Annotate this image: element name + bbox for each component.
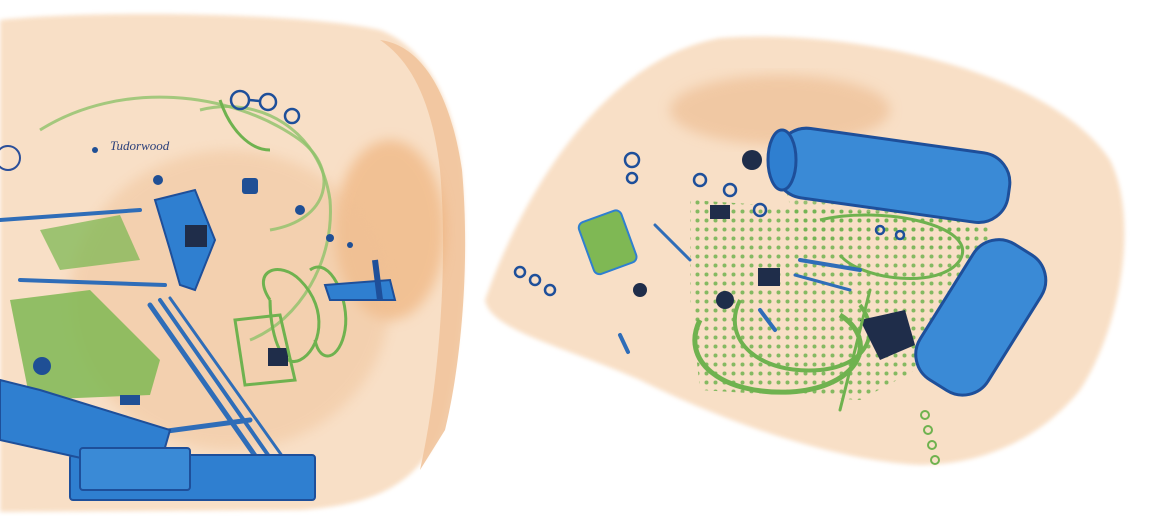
metal-strip: [372, 259, 383, 301]
left-bag: Tudorwood: [0, 14, 466, 513]
cable-loop: [262, 268, 321, 364]
chain-links: [513, 151, 906, 297]
brand-label: Tudorwood: [110, 138, 170, 153]
small-marks: [920, 410, 940, 465]
cup-outline: [233, 313, 297, 387]
dark-parts: [633, 150, 915, 360]
cable-loop: [199, 105, 332, 342]
organic-mass: [670, 75, 890, 145]
metal-part: [185, 225, 207, 247]
cable-loop: [39, 95, 326, 232]
cylinder-canister: [766, 126, 1012, 224]
cable-loop: [218, 99, 271, 152]
strap-loop: [692, 312, 863, 395]
ring-icon: [0, 145, 21, 171]
strap-loop: [819, 213, 964, 280]
metal-lines: [618, 223, 872, 412]
right-bag: [485, 36, 1125, 466]
left-bag-lid: [380, 40, 466, 470]
small-parts: [33, 147, 353, 405]
cable-loop: [309, 265, 348, 358]
key-ring: [229, 89, 301, 125]
cylinder-canister: [914, 238, 1048, 397]
metal-box: [79, 447, 191, 491]
metal-frame: [577, 209, 638, 276]
green-board: [40, 215, 140, 270]
